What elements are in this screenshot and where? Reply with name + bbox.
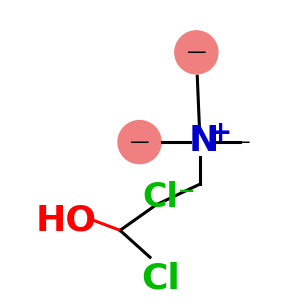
Text: HO: HO [36,204,97,238]
Text: Cl: Cl [141,261,180,295]
Text: N: N [189,124,219,158]
Text: —: — [231,133,251,152]
Text: +: + [208,119,232,147]
Circle shape [118,121,161,164]
Circle shape [175,31,218,74]
Text: —: — [187,43,206,62]
Text: Cl⁻: Cl⁻ [143,181,196,214]
Text: —: — [130,133,149,152]
